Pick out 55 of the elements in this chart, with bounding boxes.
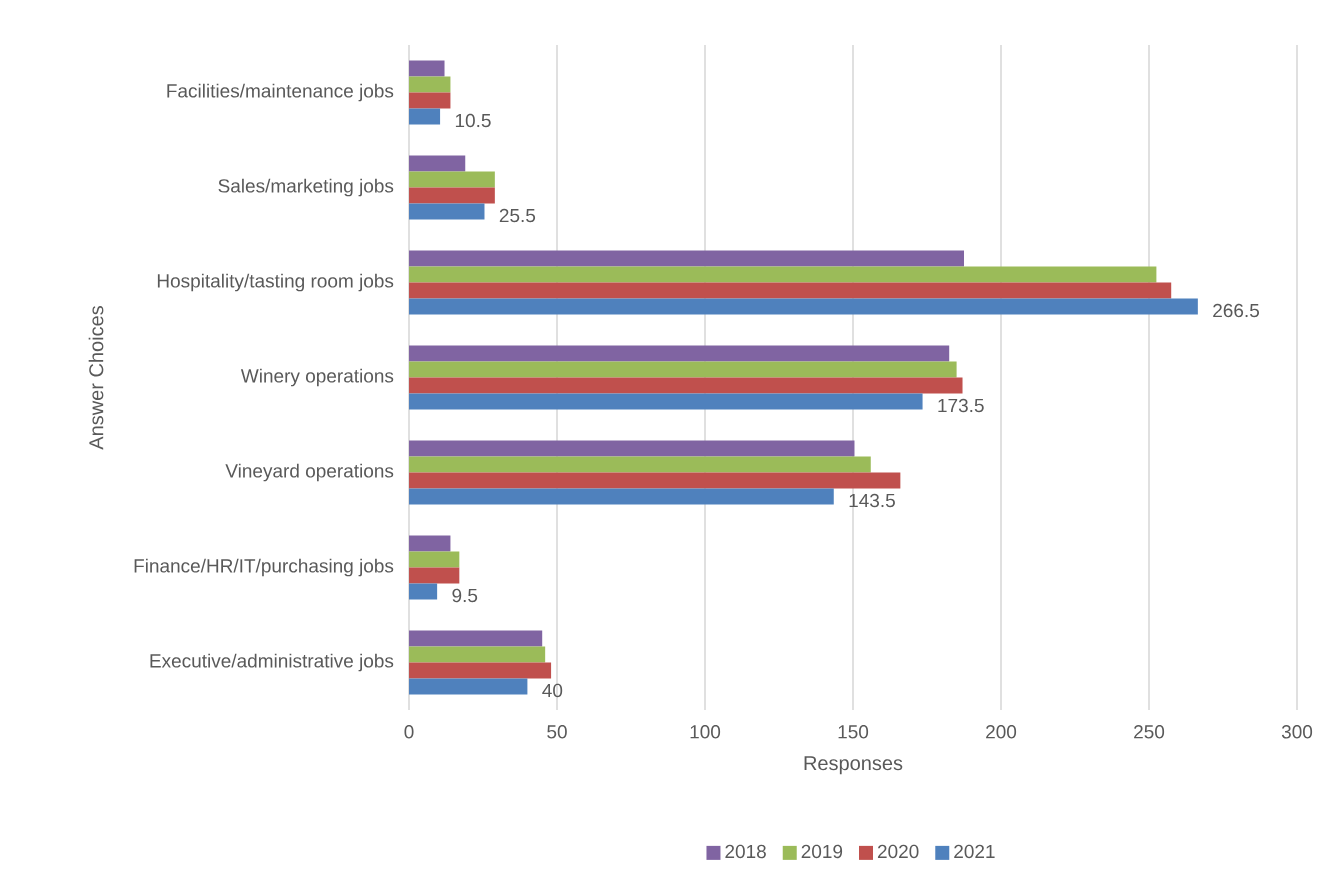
bar	[409, 108, 441, 125]
bar	[409, 282, 1172, 299]
data-label: 10.5	[455, 113, 491, 128]
bar	[409, 646, 546, 663]
bar	[409, 456, 871, 473]
data-label: 173.5	[938, 398, 984, 413]
legend-label: 2021	[954, 844, 995, 859]
y-tick-label: Finance/HR/IT/purchasing jobs	[134, 558, 394, 577]
bar	[409, 60, 445, 77]
y-axis-title: Answer Choices	[88, 306, 104, 450]
bar	[409, 171, 495, 188]
bar	[409, 155, 466, 172]
bar	[409, 92, 451, 109]
x-tick-label: 0	[404, 725, 414, 739]
x-axis-title: Responses	[804, 756, 903, 775]
bar	[409, 535, 451, 552]
bar	[409, 361, 957, 378]
bar	[409, 678, 528, 695]
bar	[409, 488, 834, 505]
y-tick-label: Hospitality/tasting room jobs	[157, 273, 394, 292]
bar	[409, 345, 950, 362]
bar	[409, 567, 460, 584]
bar	[409, 377, 963, 394]
legend-label: 2020	[877, 844, 919, 859]
data-label: 40	[542, 683, 563, 698]
data-label: 9.5	[452, 588, 478, 603]
bar	[409, 551, 460, 568]
y-tick-label: Winery operations	[240, 368, 394, 387]
legend-label: 2018	[725, 844, 766, 859]
data-label: 143.5	[849, 493, 895, 508]
x-tick-label: 150	[838, 725, 869, 739]
data-label: 266.5	[1213, 303, 1260, 318]
bar	[409, 187, 495, 204]
bar	[409, 630, 543, 647]
x-tick-label: 300	[1281, 725, 1313, 739]
x-tick-label: 100	[690, 725, 721, 739]
bar	[409, 266, 1157, 283]
bar	[409, 298, 1198, 315]
bar	[409, 472, 901, 489]
legend-label: 2019	[801, 844, 843, 859]
y-tick-label: Sales/marketing jobs	[218, 178, 394, 197]
bar	[409, 76, 451, 93]
bar	[409, 250, 965, 267]
bar	[409, 440, 855, 457]
data-label: 25.5	[499, 208, 536, 223]
bar	[409, 393, 923, 410]
bar	[409, 662, 552, 679]
y-tick-label: Vineyard operations	[225, 463, 394, 482]
y-tick-label: Executive/administrative jobs	[150, 653, 394, 672]
x-tick-label: 50	[547, 725, 567, 739]
x-tick-label: 200	[986, 725, 1017, 739]
x-tick-label: 250	[1134, 725, 1165, 739]
bar	[409, 203, 485, 220]
bar	[409, 583, 438, 600]
y-tick-label: Facilities/maintenance jobs	[167, 83, 394, 102]
